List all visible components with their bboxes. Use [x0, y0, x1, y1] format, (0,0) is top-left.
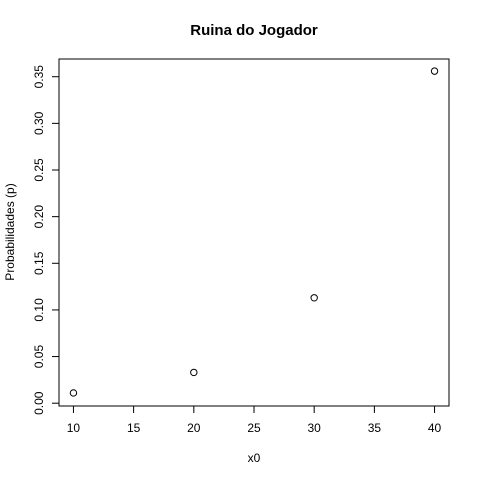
- x-tick-label: 25: [247, 421, 261, 435]
- y-axis-label: Probabilidades (p): [3, 183, 17, 280]
- x-tick-label: 10: [67, 421, 81, 435]
- y-tick-label: 0.00: [32, 391, 46, 415]
- x-tick-label: 35: [368, 421, 382, 435]
- chart-title: Ruina do Jogador: [190, 22, 318, 39]
- x-tick-label: 15: [127, 421, 141, 435]
- x-axis-label: x0: [248, 451, 261, 465]
- y-tick-label: 0.10: [32, 298, 46, 322]
- data-point: [69, 389, 78, 397]
- x-tick-label: 30: [308, 421, 322, 435]
- y-tick-label: 0.15: [32, 251, 46, 275]
- data-point: [190, 368, 198, 377]
- y-tick-label: 0.05: [32, 345, 46, 369]
- y-tick-label: 0.25: [32, 158, 46, 182]
- data-point: [310, 294, 318, 302]
- x-axis: 10 15 20 25 30 35 40: [67, 405, 442, 435]
- y-tick-label: 0.30: [32, 111, 46, 135]
- x-tick-label: 40: [428, 421, 442, 435]
- x-tick-label: 20: [187, 421, 201, 435]
- y-tick-label: 0.35: [32, 65, 46, 89]
- data-point: [430, 67, 439, 75]
- y-tick-label: 0.20: [32, 205, 46, 229]
- data-points: [69, 67, 439, 397]
- y-axis: 0.00 0.05 0.10 0.15 0.20 0.25 0.30 0.35: [32, 65, 60, 415]
